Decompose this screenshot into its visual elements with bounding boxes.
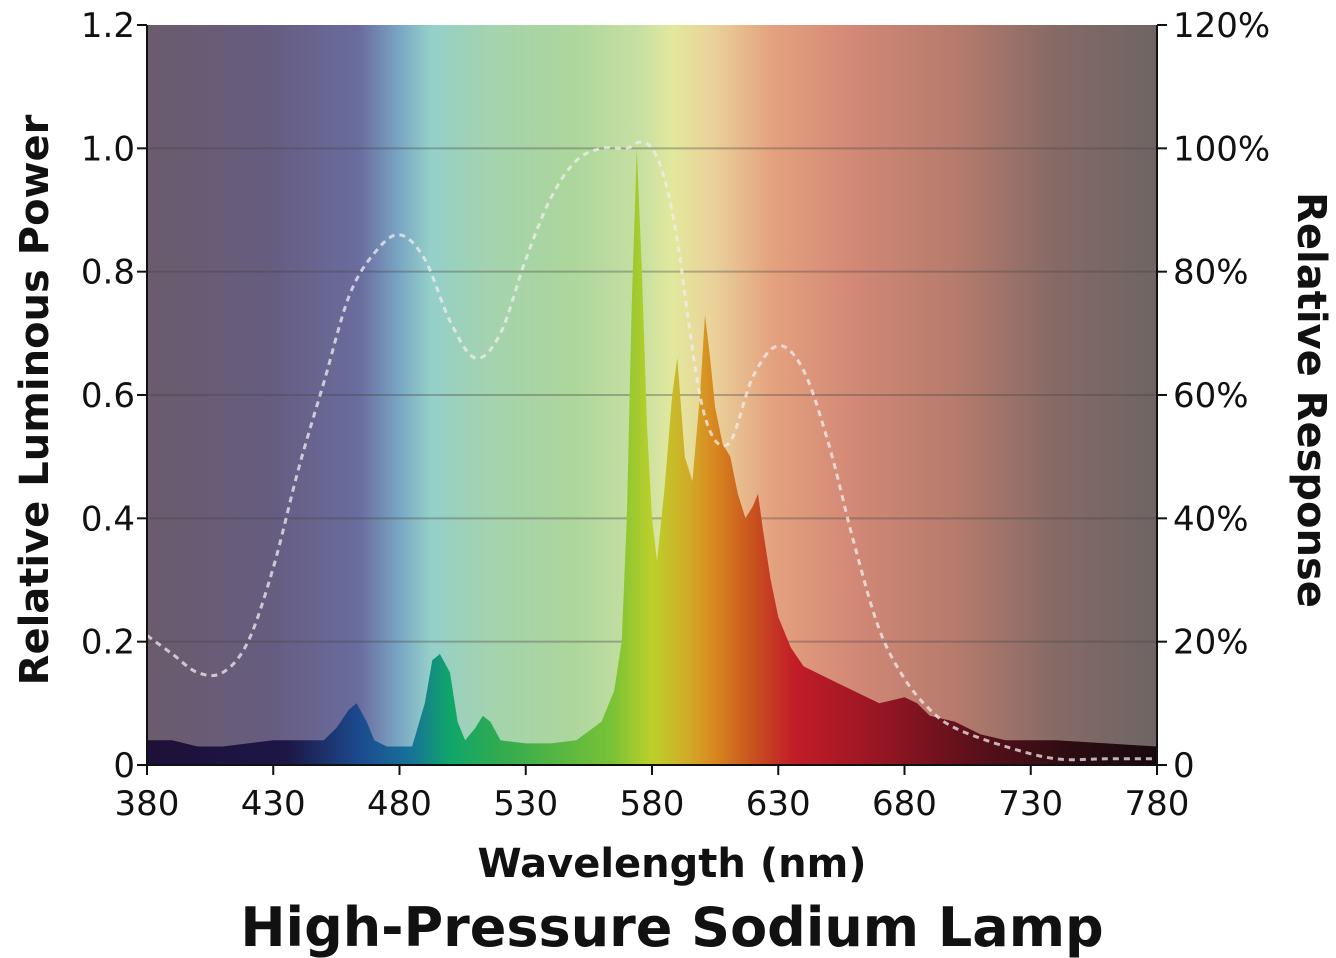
x-tick-label: 530 — [493, 784, 558, 824]
x-tick-labels: 380 430 480 530 580 630 680 730 780 — [115, 784, 1190, 824]
y2-tick-label: 40% — [1173, 499, 1249, 539]
y2-tick-label: 60% — [1173, 376, 1249, 416]
y2-tick-label: 100% — [1173, 129, 1270, 169]
y2-tick-label: 120% — [1173, 6, 1270, 46]
chart-title: High-Pressure Sodium Lamp — [240, 896, 1103, 958]
y-tick-labels: 0 0.2 0.4 0.6 0.8 1.0 1.2 — [81, 6, 135, 786]
x-tick-label: 780 — [1125, 784, 1190, 824]
x-tick-label: 480 — [367, 784, 432, 824]
y2-tick-label: 80% — [1173, 253, 1249, 293]
y2-tick-label: 20% — [1173, 623, 1249, 663]
x-axis-title: Wavelength (nm) — [477, 841, 866, 887]
x-tick-label: 580 — [620, 784, 685, 824]
y-tick-label: 0.8 — [81, 253, 135, 293]
relative-response-curve — [146, 140, 1157, 762]
y2-tick-label: 0 — [1173, 746, 1195, 786]
x-tick-label: 630 — [746, 784, 811, 824]
y-axis-title: Relative Luminous Power — [12, 114, 58, 685]
x-tick-label: 730 — [998, 784, 1063, 824]
y-tick-label: 0.4 — [81, 499, 135, 539]
y-tick-label: 0.2 — [81, 623, 135, 663]
y-tick-label: 0 — [113, 746, 135, 786]
y-tick-label: 1.0 — [81, 129, 135, 169]
axes — [137, 24, 1167, 775]
y2-axis-title: Relative Response — [1288, 192, 1334, 608]
y-tick-label: 0.6 — [81, 376, 135, 416]
spectral-power-area — [147, 148, 1157, 766]
y-tick-label: 1.2 — [81, 6, 135, 46]
x-tick-label: 430 — [241, 784, 306, 824]
y2-tick-labels: 0 20% 40% 60% 80% 100% 120% — [1173, 6, 1270, 786]
x-tick-label: 680 — [872, 784, 937, 824]
x-tick-label: 380 — [115, 784, 180, 824]
